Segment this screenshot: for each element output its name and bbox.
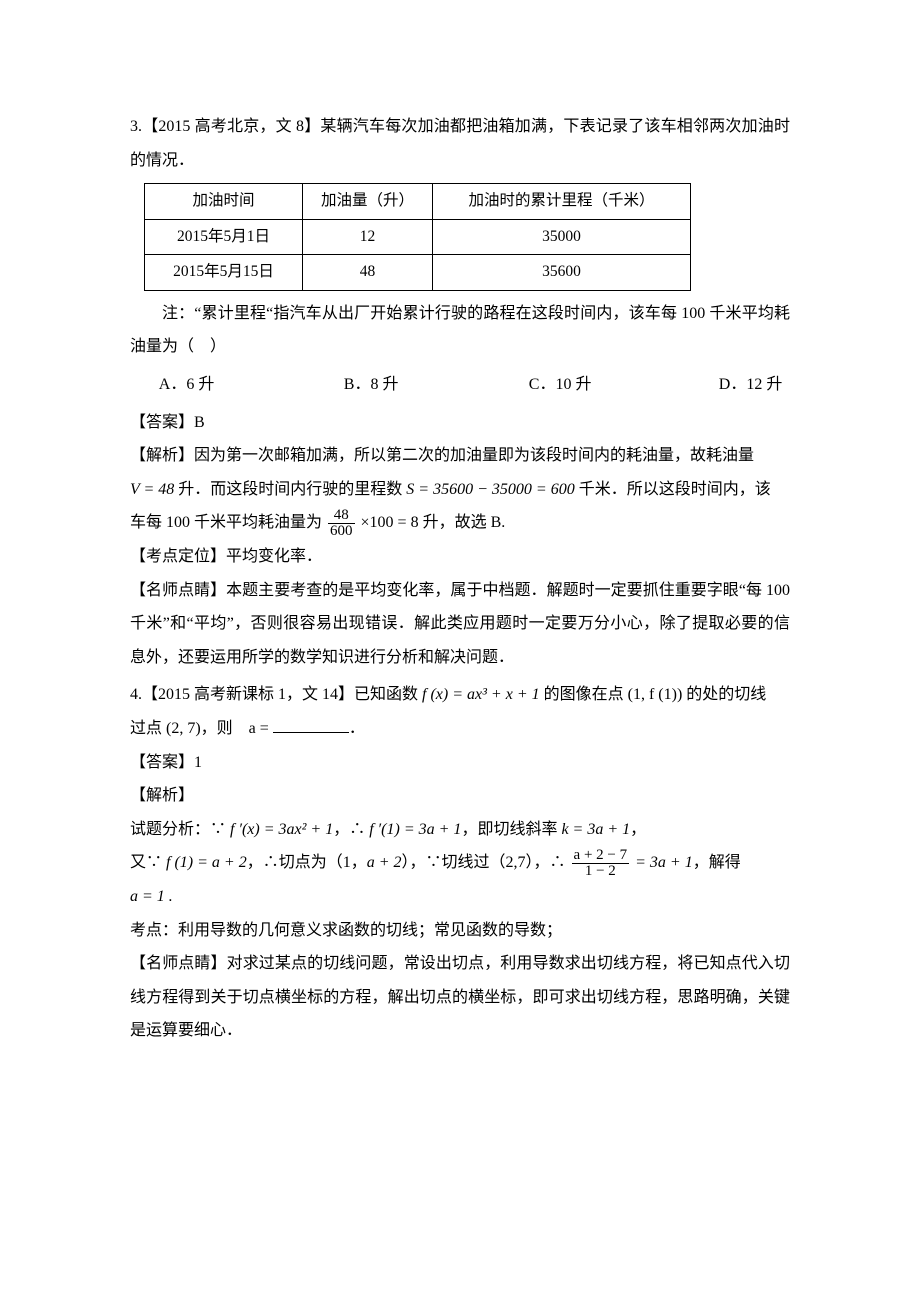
q3-mingshi: 【名师点睛】本题主要考查的是平均变化率，属于中档题．解题时一定要抓住重要字眼“每… [130, 574, 790, 675]
cell: 35000 [433, 219, 691, 255]
text: 千米．所以这段时间内，该 [575, 481, 771, 498]
fraction: a + 2 − 71 − 2 [572, 848, 630, 879]
text: ×100 = 8 升，故选 B. [357, 514, 506, 531]
q3-options: A．6 升 B．8 升 C．10 升 D．12 升 [130, 368, 790, 402]
q3-stem: 3.【2015 高考北京，文 8】某辆汽车每次加油都把油箱加满，下表记录了该车相… [130, 110, 790, 177]
table-row: 2015年5月1日 12 35000 [145, 219, 691, 255]
q4-expl-label: 【解析】 [130, 779, 790, 813]
math-v: V = 48 [130, 481, 174, 498]
text: 的处的切线 [682, 686, 766, 703]
frac-num: a + 2 − 7 [572, 848, 630, 864]
math: f ′(1) = 3a + 1 [369, 821, 461, 838]
th-mileage: 加油时的累计里程（千米） [433, 184, 691, 220]
q4-expl-3: a = 1 . [130, 880, 790, 914]
q3-note: 注：“累计里程“指汽车从出厂开始累计行驶的路程在这段时间内，该车每 100 千米… [130, 297, 790, 364]
text: 4.【2015 高考新课标 1，文 14】已知函数 [130, 686, 422, 703]
cell: 48 [303, 255, 433, 291]
math-pt: (2, 7) [166, 720, 201, 737]
q3-kaodian: 【考点定位】平均变化率． [130, 540, 790, 574]
text: 的图像在点 [540, 686, 628, 703]
th-amount: 加油量（升） [303, 184, 433, 220]
q4-answer: 【答案】1 [130, 746, 790, 780]
text: 车每 100 千米平均耗油量为 [130, 514, 326, 531]
math-s: S = 35600 − 35000 = 600 [406, 481, 574, 498]
text: ，即切线斜率 [461, 821, 561, 838]
math: f ′(x) = 3ax² + 1 [230, 821, 333, 838]
q3-answer: 【答案】B [130, 406, 790, 440]
blank [273, 732, 349, 733]
option-c: C．10 升 [529, 368, 719, 402]
math: = 3a + 1 [631, 854, 693, 871]
frac-den: 600 [328, 524, 355, 539]
q3-expl-2: V = 48 升．而这段时间内行驶的里程数 S = 35600 − 35000 … [130, 473, 790, 507]
q4-expl-1: 试题分析：∵ f ′(x) = 3ax² + 1，∴ f ′(1) = 3a +… [130, 813, 790, 847]
option-a: A．6 升 [159, 368, 344, 402]
text: 试题分析：∵ [130, 821, 230, 838]
text: ），∵切线过（2,7），∴ [402, 854, 570, 871]
q3-table: 加油时间 加油量（升） 加油时的累计里程（千米） 2015年5月1日 12 35… [144, 183, 691, 291]
option-d: D．12 升 [719, 368, 783, 402]
q4-stem-2: 过点 (2, 7)，则 a = ． [130, 712, 790, 746]
q4-mingshi: 【名师点睛】对求过某点的切线问题，常设出切点，利用导数求出切线方程，将已知点代入… [130, 947, 790, 1048]
math: f (1) = a + 2 [166, 854, 247, 871]
q4-expl-2: 又∵ f (1) = a + 2，∴切点为（1，a + 2），∵切线过（2,7）… [130, 846, 790, 880]
math-fx: f (x) = ax³ + x + 1 [422, 686, 540, 703]
cell: 35600 [433, 255, 691, 291]
math: a = 1 . [130, 888, 173, 905]
table-header: 加油时间 加油量（升） 加油时的累计里程（千米） [145, 184, 691, 220]
frac-num: 48 [328, 508, 355, 524]
frac-den: 1 − 2 [572, 864, 630, 879]
fraction: 48600 [328, 508, 355, 539]
q3-expl-3: 车每 100 千米平均耗油量为 48600 ×100 = 8 升，故选 B. [130, 506, 790, 540]
option-b: B．8 升 [344, 368, 529, 402]
text: ，∴切点为（1， [247, 854, 367, 871]
text: ，解得 [693, 854, 741, 871]
text: 又∵ [130, 854, 166, 871]
math-pt: (1, f (1)) [628, 686, 683, 703]
text: ， [630, 821, 646, 838]
text: 过点 [130, 720, 166, 737]
q4-kaodian: 考点：利用导数的几何意义求函数的切线；常见函数的导数； [130, 914, 790, 948]
th-time: 加油时间 [145, 184, 303, 220]
q4-stem-1: 4.【2015 高考新课标 1，文 14】已知函数 f (x) = ax³ + … [130, 678, 790, 712]
text: ，则 a = [201, 720, 273, 737]
text: 升．而这段时间内行驶的里程数 [174, 481, 406, 498]
text: ． [349, 720, 365, 737]
text: ，∴ [333, 821, 369, 838]
cell: 2015年5月15日 [145, 255, 303, 291]
math: a + 2 [367, 854, 402, 871]
math: k = 3a + 1 [561, 821, 630, 838]
cell: 12 [303, 219, 433, 255]
q3-expl-1: 【解析】因为第一次邮箱加满，所以第二次的加油量即为该段时间内的耗油量，故耗油量 [130, 439, 790, 473]
cell: 2015年5月1日 [145, 219, 303, 255]
table-row: 2015年5月15日 48 35600 [145, 255, 691, 291]
